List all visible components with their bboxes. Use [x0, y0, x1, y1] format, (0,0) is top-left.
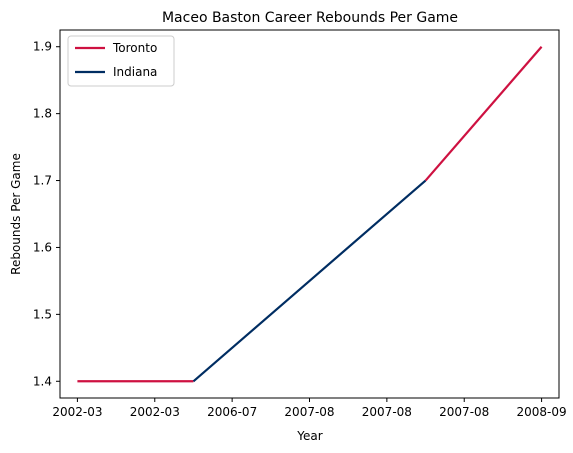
y-axis-ticks: 1.4 1.5 1.6 1.7 1.8 1.9 [33, 40, 60, 388]
y-tick-label: 1.9 [33, 40, 52, 54]
x-tick-label: 2002-03 [130, 405, 180, 419]
y-tick-label: 1.4 [33, 374, 52, 388]
x-tick-label: 2006-07 [207, 405, 257, 419]
legend-label-toronto: Toronto [112, 41, 157, 55]
y-axis-label: Rebounds Per Game [9, 153, 23, 275]
series-line-indiana-0 [192, 179, 427, 383]
y-tick-label: 1.5 [33, 307, 52, 321]
series-line-toronto-1 [424, 46, 543, 182]
x-axis-label: Year [296, 429, 322, 443]
x-tick-label: 2007-08 [284, 405, 334, 419]
y-tick-label: 1.6 [33, 240, 52, 254]
x-tick-label: 2002-03 [52, 405, 102, 419]
y-tick-label: 1.7 [33, 174, 52, 188]
x-tick-label: 2008-09 [517, 405, 567, 419]
legend: Toronto Indiana [67, 35, 175, 87]
x-axis-ticks: 2002-03 2002-03 2006-07 2007-08 2007-08 2007-… [52, 398, 567, 419]
chart-title: Maceo Baston Career Rebounds Per Game [162, 10, 458, 26]
legend-label-indiana: Indiana [113, 65, 157, 79]
series-layer [77, 46, 543, 383]
y-tick-label: 1.8 [33, 107, 52, 121]
x-tick-label: 2007-08 [439, 405, 489, 419]
x-tick-label: 2007-08 [362, 405, 412, 419]
